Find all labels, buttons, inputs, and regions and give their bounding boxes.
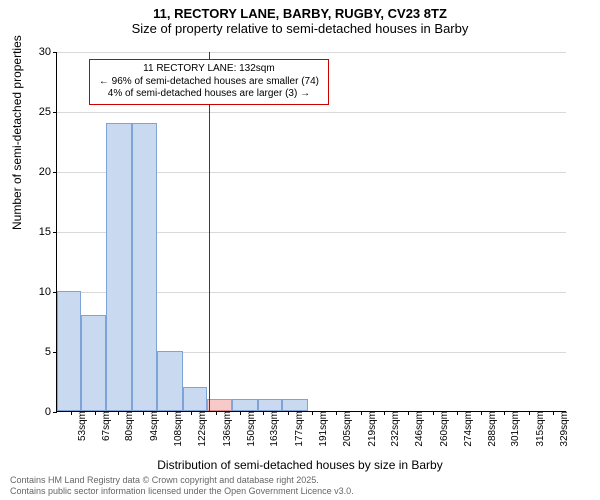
- plot-region: 05101520253053sqm67sqm80sqm94sqm108sqm12…: [56, 52, 566, 412]
- gridline-h: [57, 112, 566, 113]
- xtick-label: 163sqm: [267, 411, 280, 447]
- xtick-mark: [71, 411, 72, 415]
- histogram-bar: [207, 399, 231, 411]
- histogram-bar: [81, 315, 105, 411]
- histogram-bar: [132, 123, 156, 411]
- xtick-label: 329sqm: [557, 411, 570, 447]
- xtick-mark: [167, 411, 168, 415]
- annotation-line: 11 RECTORY LANE: 132sqm: [94, 63, 324, 76]
- xtick-label: 67sqm: [99, 411, 112, 441]
- xtick-label: 80sqm: [122, 411, 135, 441]
- xtick-label: 191sqm: [316, 411, 329, 447]
- xtick-label: 260sqm: [437, 411, 450, 447]
- xtick-label: 136sqm: [220, 411, 233, 447]
- xtick-mark: [433, 411, 434, 415]
- ytick-label: 25: [39, 106, 57, 118]
- xtick-mark: [481, 411, 482, 415]
- ytick-label: 20: [39, 166, 57, 178]
- xtick-mark: [216, 411, 217, 415]
- xtick-mark: [361, 411, 362, 415]
- xtick-label: 288sqm: [485, 411, 498, 447]
- xtick-label: 53sqm: [75, 411, 88, 441]
- histogram-bar: [282, 399, 308, 411]
- reference-line: [209, 52, 210, 411]
- xtick-label: 108sqm: [171, 411, 184, 447]
- footer-line-1: Contains HM Land Registry data © Crown c…: [10, 475, 354, 486]
- xtick-mark: [457, 411, 458, 415]
- xtick-label: 177sqm: [292, 411, 305, 447]
- xtick-mark: [288, 411, 289, 415]
- ytick-label: 30: [39, 46, 57, 58]
- xtick-mark: [553, 411, 554, 415]
- xtick-mark: [240, 411, 241, 415]
- histogram-bar: [106, 123, 132, 411]
- footer-attribution: Contains HM Land Registry data © Crown c…: [10, 475, 354, 497]
- xtick-mark: [263, 411, 264, 415]
- histogram-bar: [258, 399, 282, 411]
- xtick-label: 246sqm: [412, 411, 425, 447]
- xtick-label: 232sqm: [388, 411, 401, 447]
- xtick-label: 219sqm: [365, 411, 378, 447]
- xtick-label: 301sqm: [508, 411, 521, 447]
- xtick-label: 274sqm: [461, 411, 474, 447]
- annotation-box: 11 RECTORY LANE: 132sqm← 96% of semi-det…: [89, 59, 329, 105]
- ytick-label: 5: [45, 346, 57, 358]
- ytick-label: 10: [39, 286, 57, 298]
- chart-area: 05101520253053sqm67sqm80sqm94sqm108sqm12…: [56, 52, 566, 412]
- xtick-mark: [143, 411, 144, 415]
- xtick-mark: [336, 411, 337, 415]
- footer-line-2: Contains public sector information licen…: [10, 486, 354, 497]
- xtick-mark: [384, 411, 385, 415]
- histogram-bar: [183, 387, 207, 411]
- xtick-label: 94sqm: [147, 411, 160, 441]
- xtick-label: 315sqm: [533, 411, 546, 447]
- ytick-label: 15: [39, 226, 57, 238]
- histogram-bar: [57, 291, 81, 411]
- annotation-line: ← 96% of semi-detached houses are smalle…: [94, 76, 324, 89]
- xtick-mark: [529, 411, 530, 415]
- chart-title-address: 11, RECTORY LANE, BARBY, RUGBY, CV23 8TZ: [0, 6, 600, 21]
- ytick-label: 0: [45, 406, 57, 418]
- xtick-label: 122sqm: [195, 411, 208, 447]
- annotation-line: 4% of semi-detached houses are larger (3…: [94, 88, 324, 101]
- chart-subtitle: Size of property relative to semi-detach…: [0, 21, 600, 36]
- xtick-mark: [312, 411, 313, 415]
- histogram-bar: [232, 399, 258, 411]
- x-axis-label: Distribution of semi-detached houses by …: [0, 458, 600, 472]
- y-axis-label: Number of semi-detached properties: [10, 35, 24, 230]
- xtick-mark: [95, 411, 96, 415]
- xtick-mark: [504, 411, 505, 415]
- xtick-mark: [408, 411, 409, 415]
- xtick-mark: [118, 411, 119, 415]
- xtick-label: 150sqm: [244, 411, 257, 447]
- histogram-bar: [157, 351, 183, 411]
- gridline-h: [57, 52, 566, 53]
- xtick-mark: [191, 411, 192, 415]
- xtick-label: 205sqm: [340, 411, 353, 447]
